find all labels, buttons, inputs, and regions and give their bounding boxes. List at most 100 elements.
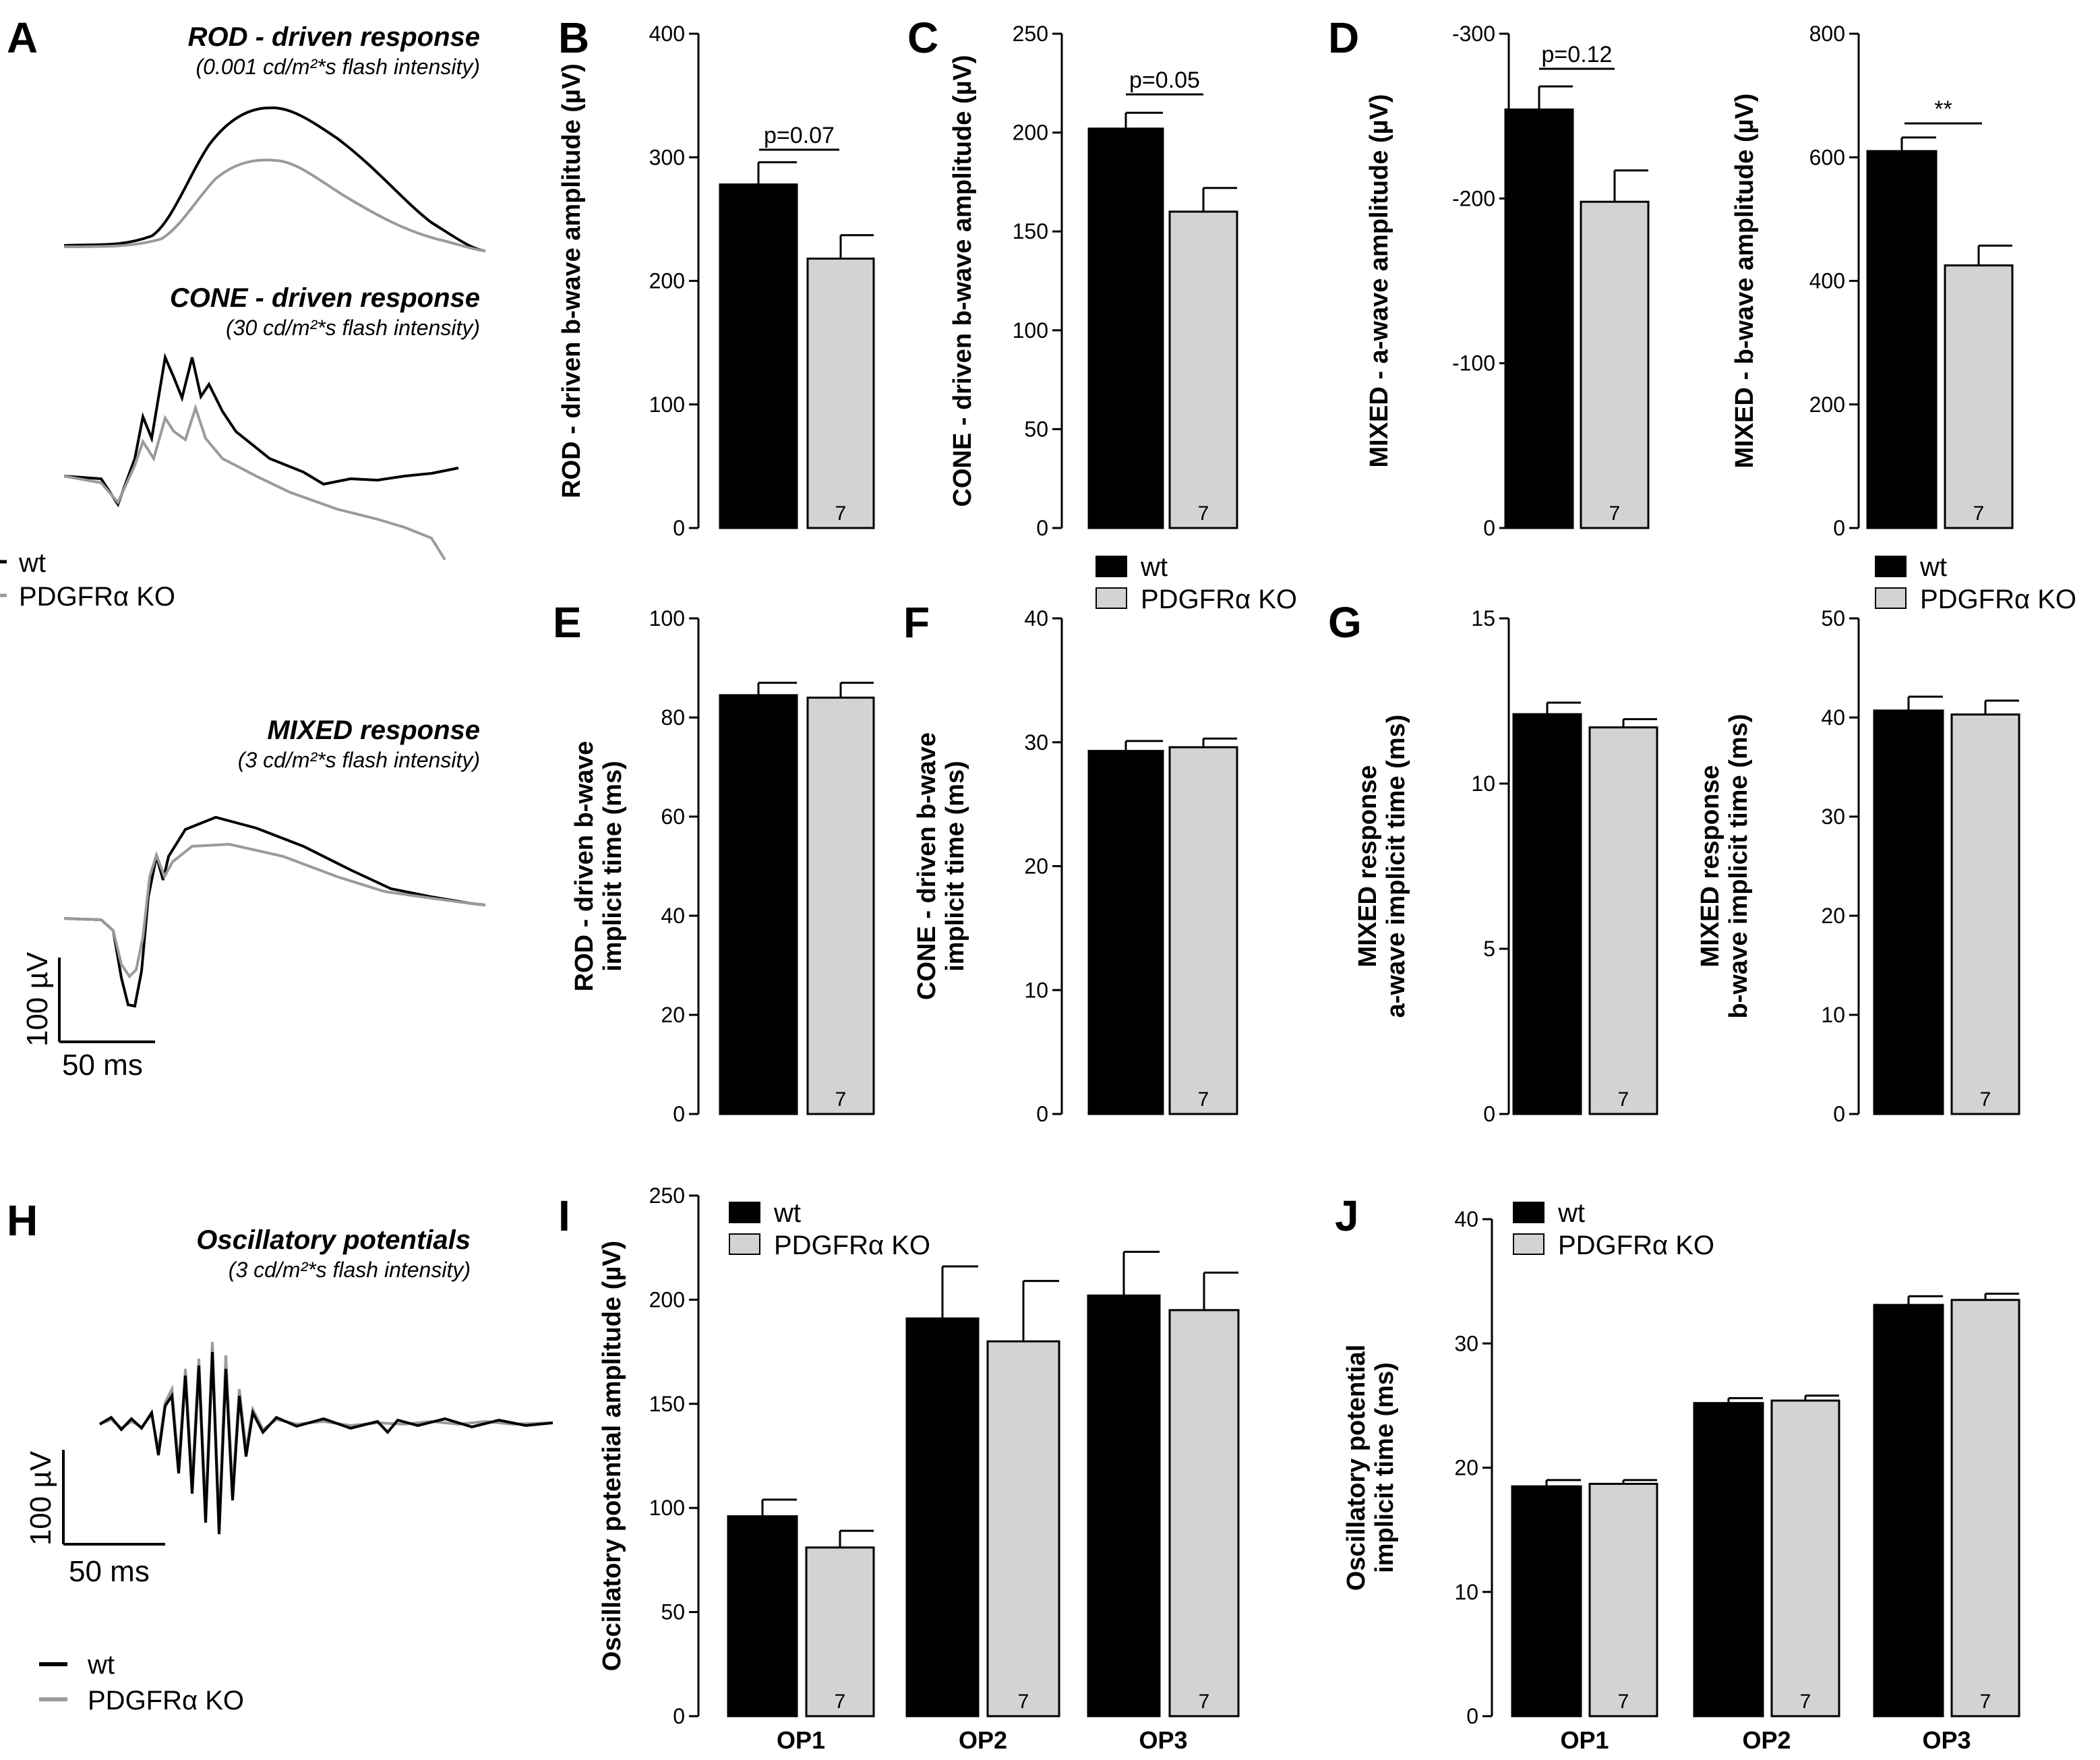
y-axis-label: a-wave implicit time (ms) <box>1382 715 1410 1018</box>
mixed-trace-ko <box>63 842 486 979</box>
bar <box>1950 1299 2020 1718</box>
legend-c-wt: wt <box>1140 552 1168 582</box>
chart-j: J 0 10 20 30 40 Oscillatory potential implicit … <box>1335 1192 2020 1754</box>
y-tick-label: 200 <box>649 269 685 293</box>
n-label: 8 <box>1534 502 1545 525</box>
legend-j-wt-swatch <box>1513 1202 1544 1223</box>
panel-label-j: J <box>1335 1192 1359 1240</box>
chart-g1: G 0 5 10 15 MIXED response a-wave implicit tim… <box>1328 598 1658 1126</box>
y-axis-label: implicit time (ms) <box>1371 1362 1399 1573</box>
scale-bar-time-label: 50 ms <box>62 1049 143 1082</box>
y-tick-label: 400 <box>649 22 685 46</box>
op-trace-title: Oscillatory potentials <box>196 1225 471 1255</box>
panel-label-f: F <box>903 598 930 647</box>
y-axis-label: implicit time (ms) <box>599 761 627 972</box>
y-axis-label: ROD - driven b-wave <box>570 741 599 992</box>
trace-legend-wt: wt <box>18 548 46 578</box>
n-label: 8 <box>1723 1691 1735 1713</box>
y-tick-label: 0 <box>1036 516 1048 540</box>
op-scale-bar-voltage-label: 100 µV <box>24 1450 57 1546</box>
y-tick-label: 50 <box>1821 606 1845 630</box>
y-tick-label: 0 <box>1833 516 1845 540</box>
bar <box>1770 1399 1840 1718</box>
n-label: 8 <box>937 1691 949 1713</box>
bar <box>719 694 798 1115</box>
significance-annotation: p=0.12 <box>1539 42 1615 70</box>
panel-label-g1: G <box>1328 598 1362 647</box>
bar <box>1168 210 1238 529</box>
significance-label: ** <box>1934 96 1952 122</box>
y-axis-label: CONE - driven b-wave amplitude (µV) <box>949 55 977 506</box>
bar <box>1168 1309 1240 1718</box>
significance-annotation: p=0.07 <box>759 123 839 151</box>
y-axis-label: MIXED response <box>1696 765 1724 968</box>
y-tick-label: 600 <box>1809 145 1845 169</box>
y-tick-label: 20 <box>1454 1456 1478 1480</box>
bar <box>905 1317 980 1718</box>
legend-j: wt PDGFRα KO <box>1513 1198 1714 1260</box>
n-label: 8 <box>753 502 764 525</box>
y-tick-label: 20 <box>661 1003 685 1027</box>
rod-trace-title: ROD - driven response <box>188 22 480 52</box>
chart-e: E 0 20 40 60 80 100 ROD - driven b-wave implicit… <box>553 598 875 1126</box>
y-tick-label: 0 <box>673 516 685 540</box>
trace-legend-ko: PDGFRα KO <box>19 582 175 612</box>
y-tick-label: 20 <box>1024 854 1048 879</box>
legend-i: wt PDGFRα KO <box>729 1198 930 1260</box>
y-tick-label: 40 <box>661 904 685 928</box>
legend-i-ko-swatch <box>729 1233 760 1255</box>
y-axis-label: Oscillatory potential amplitude (µV) <box>598 1241 626 1671</box>
y-tick-label: 200 <box>1013 121 1048 145</box>
n-label: 8 <box>1896 502 1908 525</box>
op-legend-ko: PDGFRα KO <box>88 1686 244 1715</box>
y-tick-label: 50 <box>661 1600 685 1624</box>
category-label: OP3 <box>1922 1726 1971 1754</box>
bar <box>1866 150 1938 529</box>
panel-label-i: I <box>558 1192 570 1240</box>
legend-c-ko: PDGFRα KO <box>1141 585 1297 614</box>
bar <box>1873 1303 1944 1718</box>
y-tick-label: 250 <box>649 1183 685 1208</box>
bar <box>1087 127 1164 529</box>
cone-trace-subtitle: (30 cd/m²*s flash intensity) <box>226 316 480 340</box>
chart-d1: D 0 -100 -200 -300 MIXED - a-wave amplitude (… <box>1328 13 1650 540</box>
chart-b: B 0 100 200 300 400 ROD - driven b-wave amplit… <box>558 13 875 540</box>
y-tick-label: 10 <box>1024 978 1048 1002</box>
y-tick-label: 100 <box>1013 318 1048 343</box>
significance-annotation: p=0.05 <box>1126 67 1203 96</box>
y-axis-label: b-wave implicit time (ms) <box>1724 714 1753 1019</box>
legend-c: wt PDGFRα KO <box>1096 552 1297 614</box>
y-tick-label: 200 <box>1809 392 1845 417</box>
panel-label-h: H <box>7 1196 38 1245</box>
y-tick-label: 30 <box>1024 730 1048 755</box>
cone-trace-ko <box>63 403 446 561</box>
panel-h: H Oscillatory potentials (3 cd/m²*s flas… <box>7 1196 553 1715</box>
chart-c: C 0 50 100 150 200 250 CONE - driven b-wave amp… <box>907 13 1238 540</box>
y-axis-label: MIXED response <box>1354 765 1382 968</box>
category-label: OP1 <box>777 1726 825 1754</box>
mixed-trace-wt <box>63 815 486 1008</box>
legend-d-wt: wt <box>1919 552 1947 582</box>
y-tick-label: -100 <box>1452 351 1495 376</box>
bar <box>1087 750 1164 1115</box>
y-tick-label: 0 <box>1036 1102 1048 1126</box>
y-tick-label: 100 <box>649 392 685 417</box>
n-label: 8 <box>757 1691 769 1713</box>
n-label: 7 <box>1199 1691 1210 1713</box>
legend-d-wt-swatch <box>1875 556 1907 577</box>
category-label: OP2 <box>959 1726 1007 1754</box>
n-label: 7 <box>1980 1691 1991 1713</box>
bar <box>805 1546 875 1718</box>
y-tick-label: 0 <box>1466 1704 1478 1728</box>
y-tick-label: -300 <box>1452 22 1495 46</box>
bar <box>1873 709 1944 1115</box>
y-tick-label: 0 <box>1833 1102 1845 1126</box>
n-label: 7 <box>835 1691 846 1713</box>
y-tick-label: 40 <box>1024 606 1048 630</box>
bar <box>986 1340 1060 1718</box>
n-label: 7 <box>1980 1088 1991 1111</box>
bar <box>1504 108 1574 529</box>
cone-trace-title: CONE - driven response <box>170 283 480 313</box>
